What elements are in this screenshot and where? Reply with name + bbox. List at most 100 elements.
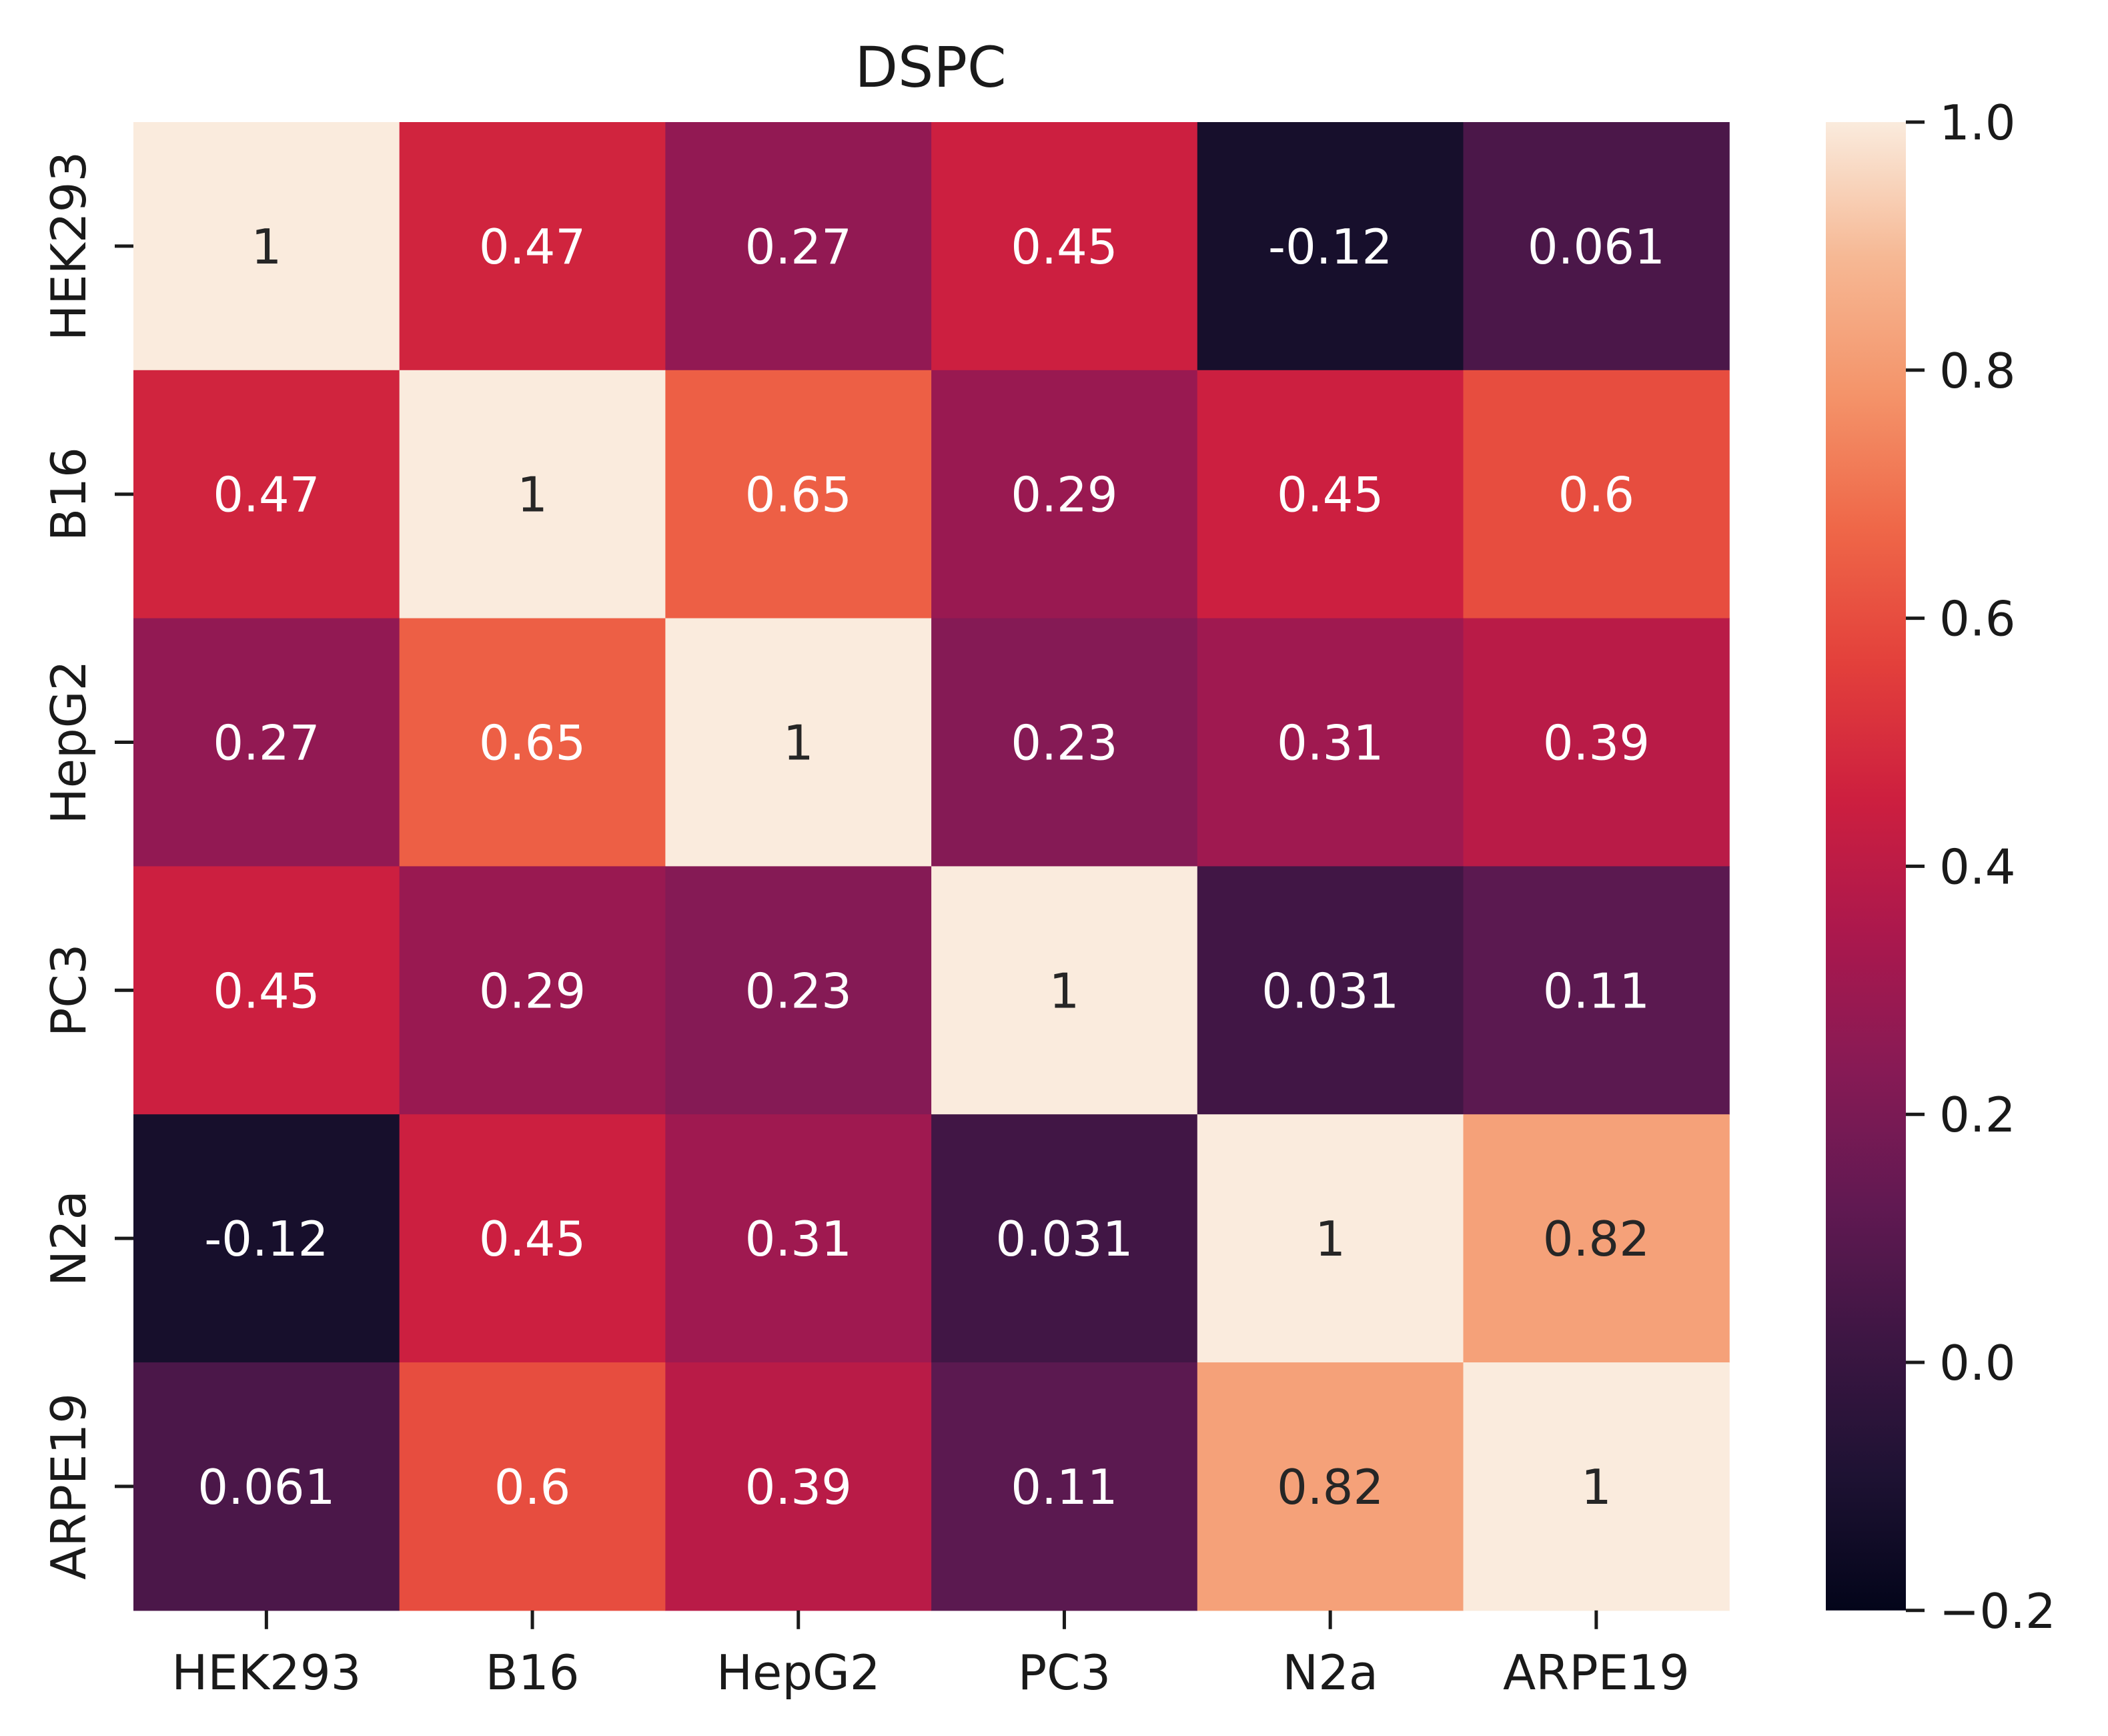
heatmap-cell <box>931 618 1198 867</box>
colorbar-ticks: 1.0 0.8 0.6 0.4 0.2 0.0 −0.2 <box>1906 95 2056 1639</box>
cell-value-label: 0.45 <box>479 1211 586 1267</box>
y-axis: HEK293 B16 HepG2 PC3 N2a ARPE19 <box>41 151 133 1580</box>
heatmap-cell <box>931 1362 1198 1611</box>
cell-value-label: 0.82 <box>1277 1459 1384 1515</box>
cell-value-label: 0.31 <box>745 1211 852 1267</box>
colorbar-tick-label: 0.8 <box>1939 343 2016 399</box>
heatmap-cell <box>931 122 1198 371</box>
heatmap-cell <box>665 1362 932 1611</box>
heatmap-cell <box>399 866 666 1115</box>
colorbar-tick-label: 1.0 <box>1939 95 2016 151</box>
cell-value-label: 0.11 <box>1543 963 1650 1019</box>
heatmap-cell <box>1197 1114 1464 1363</box>
heatmap-cell <box>1197 866 1464 1115</box>
heatmap-cell <box>665 370 932 619</box>
heatmap-cell <box>665 1114 932 1363</box>
heatmap-cell <box>931 866 1198 1115</box>
cell-value-label: 0.65 <box>745 467 852 523</box>
cell-value-label: 0.45 <box>1277 467 1384 523</box>
heatmap-cell <box>133 1114 400 1363</box>
cell-value-label: 0.27 <box>745 219 852 275</box>
cell-value-label: 0.45 <box>1011 219 1117 275</box>
heatmap-cell <box>1463 370 1730 619</box>
heatmap-cells <box>133 122 1730 1611</box>
x-tick-label: HEK293 <box>171 1645 361 1701</box>
heatmap-cell <box>1463 866 1730 1115</box>
y-tick-label: PC3 <box>41 944 97 1037</box>
colorbar-tick-label: 0.0 <box>1939 1335 2016 1391</box>
cell-value-label: 1 <box>251 219 282 275</box>
cell-value-label: -0.12 <box>204 1211 328 1267</box>
cell-value-label: 0.11 <box>1011 1459 1117 1515</box>
cell-value-label: 0.29 <box>1011 467 1117 523</box>
cell-value-label: 0.47 <box>213 467 320 523</box>
x-tick-label: ARPE19 <box>1503 1645 1690 1701</box>
cell-value-label: 0.82 <box>1543 1211 1650 1267</box>
x-tick-label: HepG2 <box>716 1645 881 1701</box>
cell-annotations: 1 0.47 0.27 0.45 -0.12 0.061 0.47 1 0.65 0.29 0.45… <box>197 219 1665 1515</box>
heatmap-cell <box>133 1362 400 1611</box>
heatmap-cell <box>1463 1362 1730 1611</box>
cell-value-label: 0.65 <box>479 715 586 771</box>
heatmap-cell <box>1197 1362 1464 1611</box>
cell-value-label: 0.031 <box>995 1211 1133 1267</box>
x-tick-label: PC3 <box>1018 1645 1111 1701</box>
heatmap-cell <box>1463 122 1730 371</box>
heatmap-cell <box>1197 370 1464 619</box>
heatmap-cell <box>665 122 932 371</box>
colorbar-tick-label: 0.2 <box>1939 1087 2016 1143</box>
heatmap-cell <box>1197 618 1464 867</box>
heatmap-cell <box>1463 618 1730 867</box>
cell-value-label: 1 <box>1049 963 1080 1019</box>
cell-value-label: 0.45 <box>213 963 320 1019</box>
heatmap-cell <box>399 370 666 619</box>
cell-value-label: 1 <box>1581 1459 1612 1515</box>
x-tick-label: N2a <box>1282 1645 1378 1701</box>
heatmap-cell <box>931 1114 1198 1363</box>
y-tick-label: ARPE19 <box>41 1393 97 1580</box>
cell-value-label: 0.39 <box>745 1459 852 1515</box>
cell-value-label: 1 <box>1315 1211 1346 1267</box>
y-tick-label: N2a <box>41 1190 97 1286</box>
heatmap-cell <box>665 618 932 867</box>
x-axis: HEK293 B16 HepG2 PC3 N2a ARPE19 <box>171 1610 1690 1701</box>
heatmap-cell <box>133 122 400 371</box>
cell-value-label: 0.23 <box>1011 715 1117 771</box>
cell-value-label: 0.061 <box>197 1459 335 1515</box>
heatmap-cell <box>665 866 932 1115</box>
cell-value-label: 0.27 <box>213 715 320 771</box>
heatmap-cell <box>1197 122 1464 371</box>
colorbar: 1.0 0.8 0.6 0.4 0.2 0.0 −0.2 <box>1826 95 2056 1639</box>
heatmap-cell <box>399 1362 666 1611</box>
cell-value-label: 0.39 <box>1543 715 1650 771</box>
cell-value-label: 0.29 <box>479 963 586 1019</box>
cell-value-label: 0.31 <box>1277 715 1384 771</box>
cell-value-label: 0.47 <box>479 219 586 275</box>
heatmap-cell <box>399 122 666 371</box>
y-tick-label: HEK293 <box>41 151 97 341</box>
chart-title: DSPC <box>855 35 1006 100</box>
cell-value-label: 0.23 <box>745 963 852 1019</box>
cell-value-label: 1 <box>517 467 548 523</box>
cell-value-label: 0.061 <box>1528 219 1665 275</box>
y-tick-label: B16 <box>41 447 97 541</box>
heatmap-cell <box>1463 1114 1730 1363</box>
heatmap-cell <box>399 618 666 867</box>
heatmap-cell <box>133 618 400 867</box>
heatmap-cell <box>133 370 400 619</box>
colorbar-gradient <box>1826 122 1906 1611</box>
x-tick-label: B16 <box>486 1645 580 1701</box>
heatmap-cell <box>931 370 1198 619</box>
cell-value-label: 0.031 <box>1261 963 1399 1019</box>
cell-value-label: -0.12 <box>1268 219 1392 275</box>
heatmap-cell <box>399 1114 666 1363</box>
heatmap-cell <box>133 866 400 1115</box>
cell-value-label: 0.6 <box>1558 467 1635 523</box>
cell-value-label: 1 <box>783 715 814 771</box>
colorbar-tick-label: −0.2 <box>1939 1583 2056 1639</box>
colorbar-tick-label: 0.4 <box>1939 839 2016 895</box>
y-tick-label: HepG2 <box>41 661 97 825</box>
cell-value-label: 0.6 <box>494 1459 571 1515</box>
colorbar-tick-label: 0.6 <box>1939 591 2016 647</box>
